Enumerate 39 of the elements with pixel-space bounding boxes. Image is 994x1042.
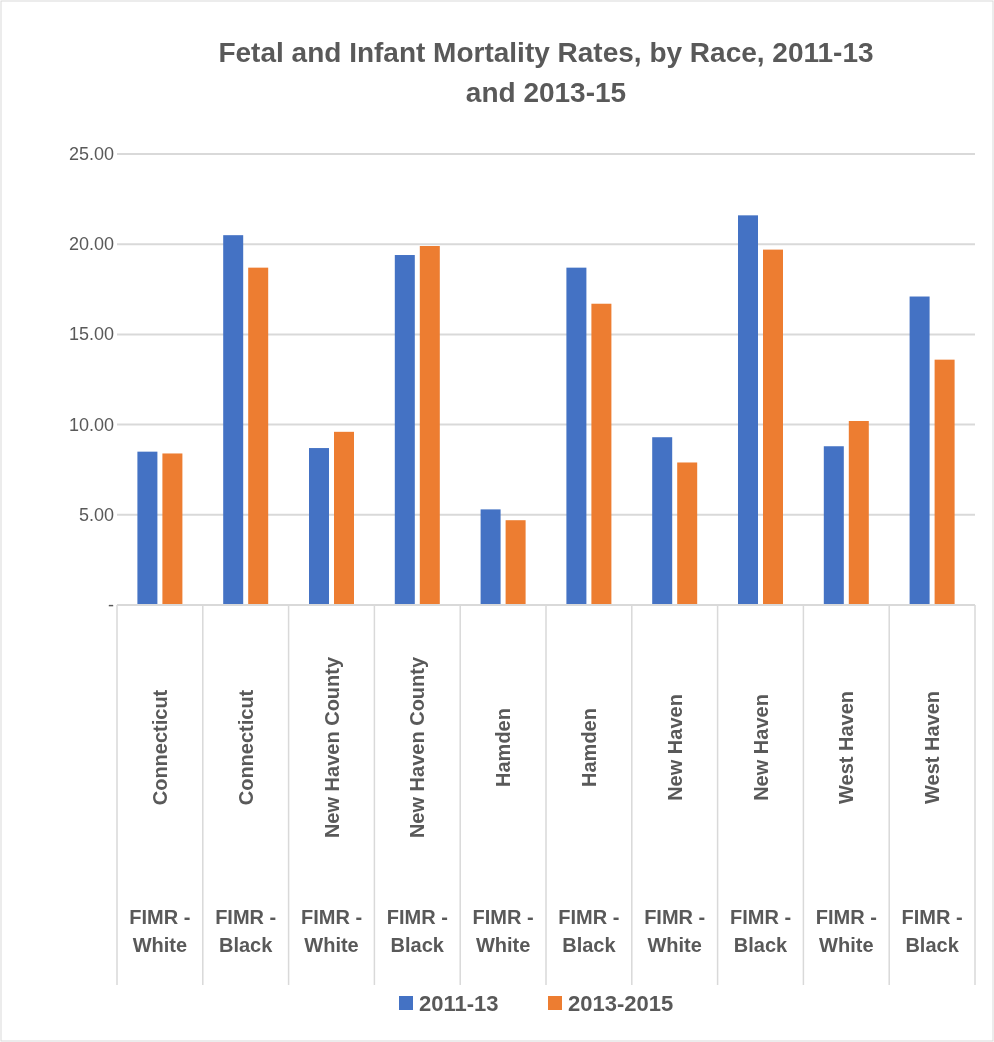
bar (823, 446, 844, 605)
category-label: New Haven FIMR - Black (729, 694, 792, 956)
bar (934, 359, 955, 605)
category-label: Connecticut FIMR - Black (215, 689, 277, 956)
bar (652, 437, 673, 605)
bar (137, 451, 158, 605)
category-label: Hamden FIMR - White (472, 708, 534, 956)
bar (334, 431, 354, 605)
bar (909, 296, 930, 605)
y-tick-label: 25.00 (68, 144, 114, 164)
bar (677, 462, 698, 605)
y-tick-label: 15.00 (68, 324, 114, 345)
bar (591, 303, 612, 605)
bar (763, 249, 783, 605)
category-label: New Haven County FIMR - White (300, 656, 363, 956)
bar (566, 267, 587, 605)
category-label: West Haven FIMR - Black (901, 690, 963, 956)
y-tick-label: - (108, 595, 114, 615)
chart-title: Fetal and Infant Mortality Rates, by Race, 2011-13 and 2013-15 (218, 37, 874, 108)
category-label: New Haven FIMR - White (644, 694, 706, 956)
legend-label: 2011-13 (419, 991, 499, 1016)
bar (162, 453, 183, 605)
category-label: Connecticut FIMR - White (129, 689, 191, 956)
category-label: Hamden FIMR - Black (558, 708, 620, 956)
bar (480, 509, 501, 605)
y-tick-label: 10.00 (68, 414, 114, 435)
y-tick-label: 20.00 (68, 234, 114, 255)
bar (505, 520, 526, 605)
category-label: New Haven County FIMR - Black (386, 656, 448, 956)
bar (309, 448, 329, 605)
legend-label: 2013-2015 (568, 991, 674, 1016)
bar (394, 255, 415, 605)
y-tick-label: 5.00 (78, 504, 114, 525)
bar (738, 215, 758, 605)
bar (419, 246, 440, 605)
bar (848, 420, 869, 605)
bar (248, 267, 269, 605)
category-label: West Haven FIMR - White (815, 690, 877, 956)
bar (223, 235, 244, 605)
